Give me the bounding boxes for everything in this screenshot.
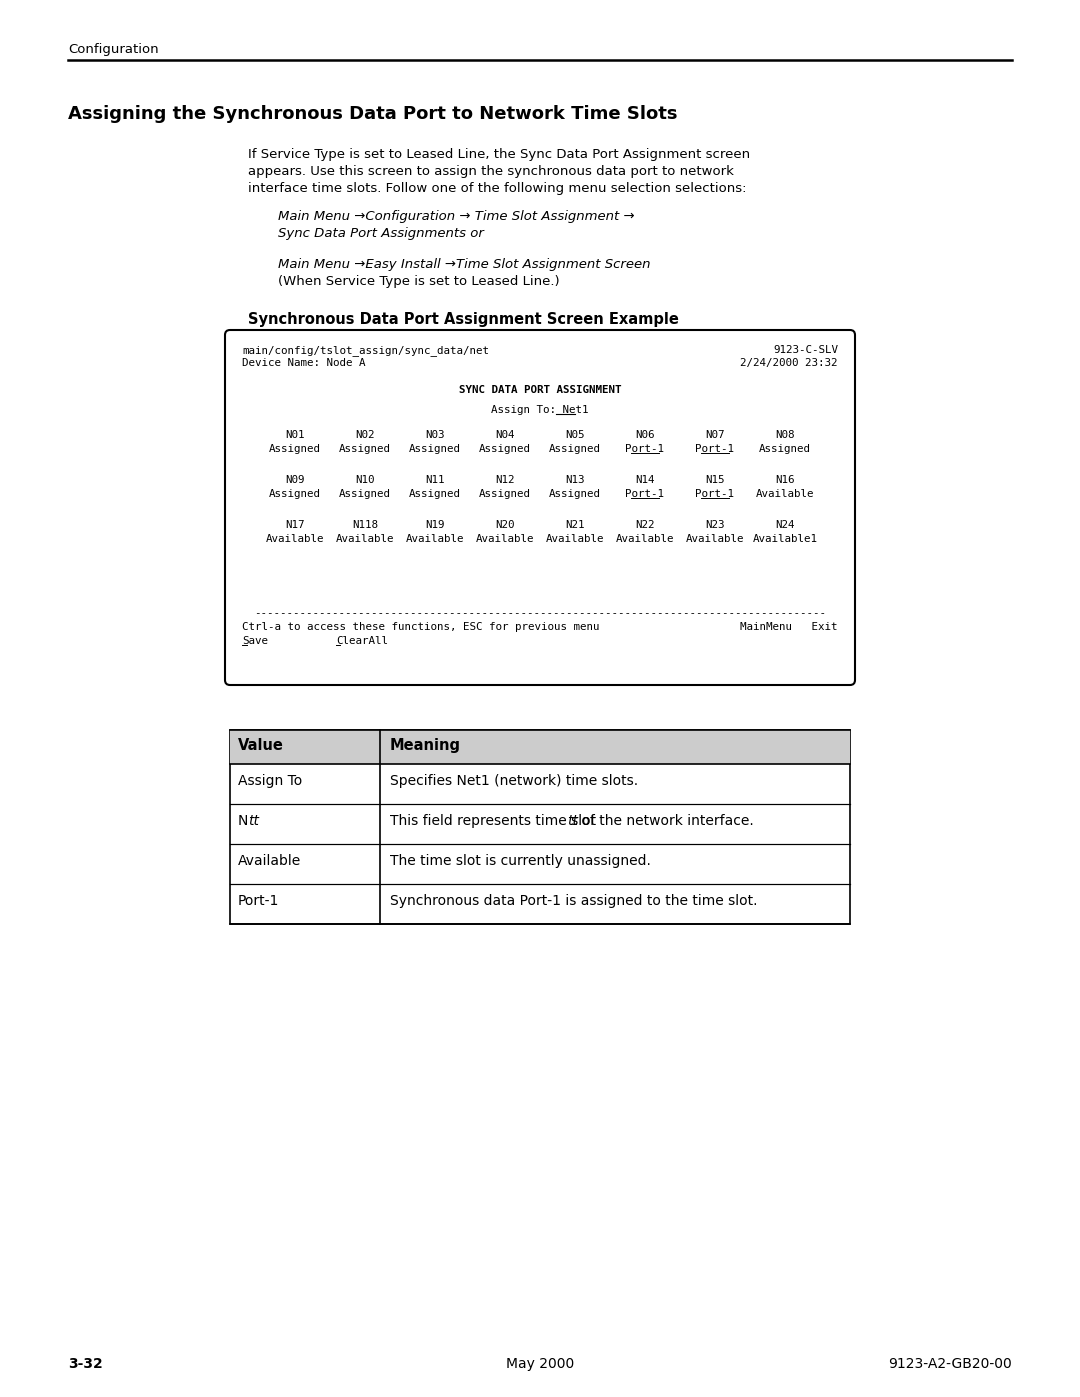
Text: Configuration: Configuration	[68, 43, 159, 56]
Text: N03: N03	[426, 430, 445, 440]
Text: N24: N24	[775, 520, 795, 529]
Text: Available: Available	[406, 534, 464, 543]
Text: N22: N22	[635, 520, 654, 529]
Text: N19: N19	[426, 520, 445, 529]
Text: Assigned: Assigned	[549, 444, 600, 454]
Text: Available: Available	[266, 534, 324, 543]
Text: Assigned: Assigned	[269, 444, 321, 454]
Text: Port-1: Port-1	[696, 489, 734, 499]
Text: Assigned: Assigned	[759, 444, 811, 454]
Text: 2/24/2000 23:32: 2/24/2000 23:32	[741, 358, 838, 367]
Text: N04: N04	[496, 430, 515, 440]
Text: N09: N09	[285, 475, 305, 485]
Text: The time slot is currently unassigned.: The time slot is currently unassigned.	[390, 854, 651, 868]
Text: N01: N01	[285, 430, 305, 440]
Text: Synchronous Data Port Assignment Screen Example: Synchronous Data Port Assignment Screen …	[248, 312, 679, 327]
Text: Assigned: Assigned	[409, 489, 461, 499]
Text: N118: N118	[352, 520, 378, 529]
Text: interface time slots. Follow one of the following menu selection selections:: interface time slots. Follow one of the …	[248, 182, 746, 196]
Text: ClearAll: ClearAll	[336, 636, 388, 645]
Text: N15: N15	[705, 475, 725, 485]
Text: May 2000: May 2000	[505, 1356, 575, 1370]
Text: Value: Value	[238, 738, 284, 753]
Text: 3-32: 3-32	[68, 1356, 103, 1370]
Text: Assign To: Net1: Assign To: Net1	[491, 405, 589, 415]
Text: tt: tt	[568, 814, 579, 828]
Text: Synchronous data Port-1 is assigned to the time slot.: Synchronous data Port-1 is assigned to t…	[390, 894, 757, 908]
Text: N06: N06	[635, 430, 654, 440]
Text: main/config/tslot_assign/sync_data/net: main/config/tslot_assign/sync_data/net	[242, 345, 489, 356]
Text: SYNC DATA PORT ASSIGNMENT: SYNC DATA PORT ASSIGNMENT	[459, 386, 621, 395]
Text: Available: Available	[238, 854, 301, 868]
Text: Available: Available	[545, 534, 604, 543]
Text: Assigned: Assigned	[339, 444, 391, 454]
Text: N17: N17	[285, 520, 305, 529]
Text: Device Name: Node A: Device Name: Node A	[242, 358, 365, 367]
Text: N: N	[238, 814, 248, 828]
Text: appears. Use this screen to assign the synchronous data port to network: appears. Use this screen to assign the s…	[248, 165, 734, 177]
Text: 9123-C-SLV: 9123-C-SLV	[773, 345, 838, 355]
Text: Main Menu →Configuration → Time Slot Assignment →: Main Menu →Configuration → Time Slot Ass…	[278, 210, 635, 224]
Text: N08: N08	[775, 430, 795, 440]
Text: N11: N11	[426, 475, 445, 485]
Text: N12: N12	[496, 475, 515, 485]
Text: Ctrl-a to access these functions, ESC for previous menu: Ctrl-a to access these functions, ESC fo…	[242, 622, 599, 631]
Text: Port-1: Port-1	[238, 894, 280, 908]
Text: Specifies Net1 (network) time slots.: Specifies Net1 (network) time slots.	[390, 774, 638, 788]
Text: Assigned: Assigned	[549, 489, 600, 499]
Text: N23: N23	[705, 520, 725, 529]
Text: Port-1: Port-1	[625, 444, 664, 454]
Text: Port-1: Port-1	[625, 489, 664, 499]
Text: Sync Data Port Assignments or: Sync Data Port Assignments or	[278, 226, 484, 240]
Text: --------------------------------------------------------------------------------: ----------------------------------------…	[254, 608, 826, 617]
Text: Assign To: Assign To	[238, 774, 302, 788]
Bar	[230, 731, 850, 764]
Text: Available: Available	[616, 534, 674, 543]
Text: MainMenu   Exit: MainMenu Exit	[741, 622, 838, 631]
Text: N10: N10	[355, 475, 375, 485]
Text: Assigned: Assigned	[480, 444, 531, 454]
Bar	[230, 731, 850, 923]
Text: 9123-A2-GB20-00: 9123-A2-GB20-00	[888, 1356, 1012, 1370]
Text: Available: Available	[756, 489, 814, 499]
Text: N13: N13	[565, 475, 584, 485]
Text: Save: Save	[242, 636, 268, 645]
Text: (When Service Type is set to Leased Line.): (When Service Type is set to Leased Line…	[278, 275, 559, 288]
Text: Assigned: Assigned	[480, 489, 531, 499]
Text: N20: N20	[496, 520, 515, 529]
Text: If Service Type is set to Leased Line, the Sync Data Port Assignment screen: If Service Type is set to Leased Line, t…	[248, 148, 751, 161]
FancyBboxPatch shape	[225, 330, 855, 685]
Text: Meaning: Meaning	[390, 738, 461, 753]
Text: Assigned: Assigned	[339, 489, 391, 499]
Text: tt: tt	[248, 814, 259, 828]
Text: N21: N21	[565, 520, 584, 529]
Text: Available1: Available1	[753, 534, 818, 543]
Text: N05: N05	[565, 430, 584, 440]
Text: Assigned: Assigned	[409, 444, 461, 454]
Text: Available: Available	[686, 534, 744, 543]
Text: Assigned: Assigned	[269, 489, 321, 499]
Text: This field represents time slot: This field represents time slot	[390, 814, 600, 828]
Text: of the network interface.: of the network interface.	[577, 814, 754, 828]
Text: N02: N02	[355, 430, 375, 440]
Text: Port-1: Port-1	[696, 444, 734, 454]
Text: N14: N14	[635, 475, 654, 485]
Text: N16: N16	[775, 475, 795, 485]
Text: Assigning the Synchronous Data Port to Network Time Slots: Assigning the Synchronous Data Port to N…	[68, 105, 677, 123]
Text: Main Menu →Easy Install →Time Slot Assignment Screen: Main Menu →Easy Install →Time Slot Assig…	[278, 258, 650, 271]
Text: Available: Available	[476, 534, 535, 543]
Text: Available: Available	[336, 534, 394, 543]
Text: N07: N07	[705, 430, 725, 440]
